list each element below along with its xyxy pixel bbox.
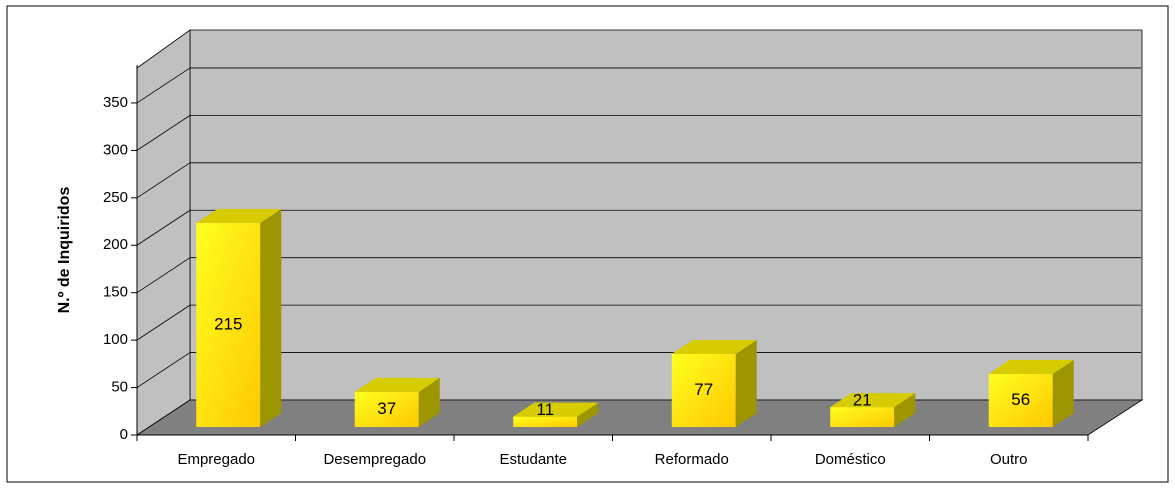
- data-label: 37: [377, 399, 396, 418]
- grid-line: [136, 304, 191, 341]
- bar-top: [830, 393, 916, 408]
- bar: [830, 407, 895, 427]
- y-tick-label: 50: [111, 379, 128, 396]
- grid-line: [136, 209, 191, 246]
- grid-line: [136, 115, 191, 151]
- x-tick-label: Estudante: [499, 451, 567, 468]
- data-label: 11: [536, 400, 554, 419]
- bar-top: [988, 359, 1074, 374]
- y-tick-label: 100: [103, 331, 128, 348]
- x-tick-label: Outro: [990, 451, 1028, 468]
- grid-line: [136, 67, 191, 104]
- grid-line: [136, 352, 191, 388]
- grid-line: [136, 257, 191, 294]
- data-label: 215: [214, 314, 242, 333]
- bar-top: [671, 339, 757, 354]
- bar-top: [354, 377, 440, 392]
- bar-side: [1052, 359, 1074, 427]
- data-label: 56: [1011, 390, 1030, 409]
- bar-side: [418, 377, 440, 427]
- x-tick-label: Doméstico: [815, 451, 886, 468]
- bar-top: [196, 209, 282, 224]
- y-tick-label: 250: [103, 189, 128, 206]
- side-wall: [136, 29, 191, 436]
- bar: [196, 223, 261, 427]
- bar: [354, 391, 419, 427]
- bar-side: [260, 209, 282, 427]
- bar: [988, 373, 1053, 427]
- y-tick-label: 200: [103, 236, 128, 253]
- bar: [513, 416, 578, 427]
- bar-side: [894, 393, 916, 427]
- x-tick-label: Empregado: [177, 451, 255, 468]
- bar-side: [577, 402, 599, 427]
- y-tick-label: 350: [103, 94, 128, 111]
- data-label: 21: [853, 391, 872, 410]
- x-tick-label: Desempregado: [323, 451, 426, 468]
- bar-side: [735, 339, 757, 427]
- y-axis-title: N.º de Inquiridos: [56, 187, 73, 314]
- x-tick-label: Reformado: [655, 451, 729, 468]
- data-label: 77: [694, 380, 713, 399]
- back-wall: [189, 29, 1143, 401]
- y-tick-label: 0: [120, 426, 128, 443]
- y-tick-label: 150: [103, 284, 128, 301]
- grid-line: [136, 162, 191, 199]
- bar-top: [513, 402, 599, 417]
- bar: [671, 353, 736, 427]
- y-tick-label: 300: [103, 141, 128, 158]
